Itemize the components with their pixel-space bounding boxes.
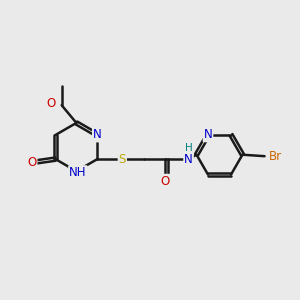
Text: N: N [204,128,212,141]
Text: O: O [27,156,37,169]
Text: O: O [160,175,169,188]
Text: S: S [118,153,126,166]
Text: O: O [46,97,56,110]
Text: H: H [185,143,193,153]
Text: NH: NH [69,166,87,179]
Text: N: N [93,128,102,142]
Text: Br: Br [269,150,282,163]
Text: N: N [184,153,193,166]
